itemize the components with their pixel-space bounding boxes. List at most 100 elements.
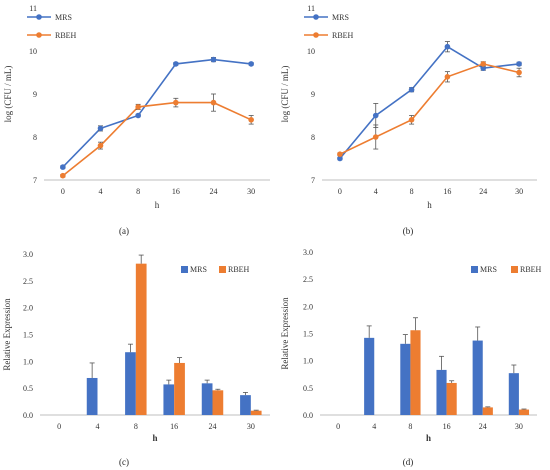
data-point-rbeh (444, 74, 451, 80)
legend: MRS RBEH (27, 13, 77, 40)
y-tick-label: 3.0 (303, 248, 313, 257)
y-tick-label: 0.0 (23, 411, 33, 420)
x-tick-label: 4 (96, 422, 100, 431)
x-axis-title: h (426, 433, 431, 443)
y-axis-title: log (CFU / mL) (280, 66, 290, 123)
x-tick-label: 0 (338, 187, 342, 196)
data-point-mrs (173, 61, 179, 67)
y-tick-label: 8 (33, 133, 37, 142)
data-point-rbeh (210, 99, 217, 106)
panel-c-bar-chart: 0.0 0.5 1.0 1.5 2.0 2.5 3.0 0 4 8 16 24 30 h Relative … (2, 250, 270, 467)
y-tick-label: 1.5 (23, 331, 33, 340)
x-axis-title: h (155, 200, 160, 210)
x-tick-label: 24 (210, 187, 218, 196)
x-tick-label: 0 (61, 187, 65, 196)
x-tick-label: 8 (136, 187, 140, 196)
y-tick-label: 3.0 (23, 250, 33, 259)
data-point-rbeh (248, 117, 254, 123)
legend-label-rbeh: RBEH (520, 265, 542, 274)
legend-label-mrs: MRS (332, 13, 349, 22)
x-tick-label: 4 (374, 187, 378, 196)
y-tick-label: 1.5 (303, 330, 313, 339)
panel-label: (c) (119, 457, 129, 467)
data-point-mrs (60, 164, 66, 170)
y-tick-label: 2.5 (23, 277, 33, 286)
x-tick-label: 16 (443, 187, 451, 196)
legend-swatch-rbeh (219, 266, 226, 273)
x-tick-label: 16 (443, 422, 451, 431)
data-point-mrs (480, 65, 487, 71)
y-tick-label: 0.5 (23, 384, 33, 393)
x-tick-label: 4 (372, 422, 376, 431)
data-point-mrs (135, 112, 141, 119)
series-line-mrs (339, 45, 520, 160)
bar-mrs (201, 383, 213, 415)
x-tick-label: 24 (209, 422, 217, 431)
bar-rbeh (482, 407, 493, 415)
data-point-mrs (248, 61, 254, 67)
y-tick-label: 0.0 (303, 411, 313, 420)
bar-rbeh (212, 390, 224, 415)
legend-label-rbeh: RBEH (228, 265, 250, 274)
x-tick-label: 8 (408, 422, 412, 431)
series-line-mrs (62, 58, 252, 168)
bar-rbeh (410, 330, 421, 415)
data-point-mrs (337, 155, 343, 162)
data-point-mrs (408, 86, 415, 93)
data-point-mrs (444, 43, 451, 50)
x-tick-label: 0 (336, 422, 340, 431)
legend: MRS RBEH (181, 265, 250, 274)
bar-rbeh (518, 409, 530, 415)
y-axis-title: Relative Expression (2, 298, 12, 371)
data-point-rbeh (60, 172, 66, 179)
x-tick-label: 30 (515, 422, 523, 431)
x-tick-label: 16 (172, 187, 180, 196)
y-tick-label: 0.5 (303, 384, 313, 393)
data-point-rbeh (173, 99, 179, 106)
x-tick-label: 16 (170, 422, 178, 431)
data-point-mrs (97, 125, 104, 132)
bar-rbeh (446, 382, 457, 415)
y-tick-label: 2.5 (303, 275, 313, 284)
data-point-rbeh (97, 142, 104, 149)
data-point-rbeh (408, 117, 415, 123)
series-line-rbeh (62, 101, 252, 177)
panel-b-line-chart: 7 8 9 10 11 0 4 8 16 24 30 h log (CFU / mL) MRS RBEH (b… (280, 4, 537, 236)
legend-label-rbeh: RBEH (332, 31, 354, 40)
x-tick-label: 0 (57, 422, 61, 431)
y-tick-label: 7 (311, 176, 315, 185)
panel-label: (a) (119, 226, 129, 236)
x-tick-label: 30 (515, 187, 523, 196)
legend-marker-rbeh (313, 32, 319, 38)
bar-mrs (125, 352, 136, 415)
y-tick-label: 2.0 (303, 302, 313, 311)
bar-mrs (508, 373, 519, 415)
legend-marker-mrs (313, 14, 319, 20)
y-tick-label: 7 (33, 176, 37, 185)
legend-marker-rbeh (36, 32, 42, 38)
x-axis-title: h (427, 200, 432, 210)
y-axis-title: log (CFU / mL) (3, 66, 13, 123)
x-tick-label: 4 (99, 187, 103, 196)
bar-mrs (163, 384, 175, 415)
y-tick-label: 10 (307, 47, 315, 56)
y-tick-label: 1.0 (303, 357, 313, 366)
y-tick-label: 10 (29, 47, 37, 56)
x-tick-label: 8 (134, 422, 138, 431)
x-axis-title: h (152, 433, 157, 443)
legend-swatch-mrs (181, 266, 188, 273)
bar-mrs (472, 340, 483, 415)
data-point-mrs (210, 56, 217, 63)
y-axis-title: Relative Expression (280, 297, 290, 370)
y-tick-label: 11 (307, 4, 315, 13)
legend-label-mrs: MRS (55, 13, 72, 22)
data-point-rbeh (135, 104, 141, 110)
y-tick-label: 11 (29, 4, 37, 13)
bar-mrs (400, 343, 411, 415)
x-tick-label: 8 (410, 187, 414, 196)
x-tick-label: 24 (479, 422, 487, 431)
legend-label-rbeh: RBEH (55, 31, 77, 40)
bar-rbeh (250, 410, 262, 415)
panel-a-line-chart: 7 8 9 10 11 0 4 8 16 24 30 h log (CFU / mL) MRS RBEH (a… (3, 4, 270, 236)
